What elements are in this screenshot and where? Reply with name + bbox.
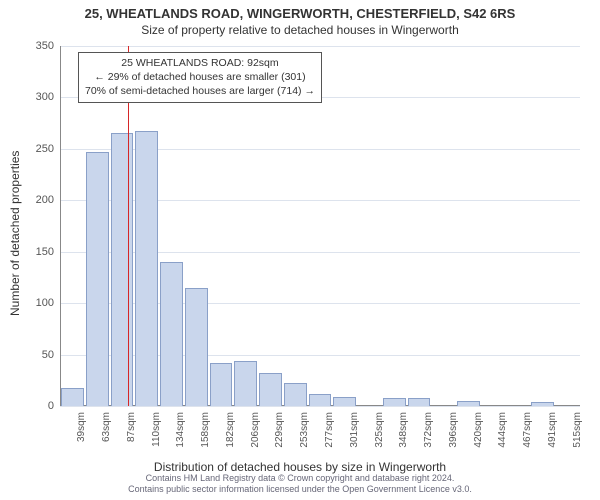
histogram-bar bbox=[383, 398, 406, 406]
histogram-bar bbox=[160, 262, 183, 406]
annotation-line: 25 WHEATLANDS ROAD: 92sqm bbox=[85, 56, 315, 70]
y-axis-line bbox=[60, 46, 61, 406]
histogram-bar bbox=[309, 394, 332, 406]
footer-attribution: Contains HM Land Registry data © Crown c… bbox=[0, 473, 600, 496]
y-tick-label: 50 bbox=[14, 349, 54, 361]
title-line-2: Size of property relative to detached ho… bbox=[0, 23, 600, 37]
footer-line-2: Contains public sector information licen… bbox=[0, 484, 600, 496]
annotation-box: 25 WHEATLANDS ROAD: 92sqm← 29% of detach… bbox=[78, 52, 322, 103]
histogram-bar bbox=[135, 131, 158, 406]
gridline bbox=[60, 46, 580, 47]
title-line-1: 25, WHEATLANDS ROAD, WINGERWORTH, CHESTE… bbox=[0, 6, 600, 21]
chart-title-block: 25, WHEATLANDS ROAD, WINGERWORTH, CHESTE… bbox=[0, 0, 600, 37]
histogram-bar bbox=[457, 401, 480, 406]
histogram-bar bbox=[259, 373, 282, 406]
chart-plot-area: 05010015020025030035039sqm63sqm87sqm110s… bbox=[60, 46, 580, 406]
annotation-line: ← 29% of detached houses are smaller (30… bbox=[85, 70, 315, 84]
histogram-bar bbox=[531, 402, 554, 406]
histogram-bar bbox=[210, 363, 233, 406]
histogram-bar bbox=[234, 361, 257, 406]
histogram-bar bbox=[408, 398, 431, 406]
histogram-bar bbox=[86, 152, 109, 406]
histogram-bar bbox=[185, 288, 208, 406]
gridline bbox=[60, 406, 580, 407]
histogram-bar bbox=[111, 133, 134, 406]
y-tick-label: 250 bbox=[14, 143, 54, 155]
annotation-line: 70% of semi-detached houses are larger (… bbox=[85, 84, 315, 98]
y-tick-label: 300 bbox=[14, 91, 54, 103]
histogram-bar bbox=[333, 397, 356, 406]
histogram-bar bbox=[284, 383, 307, 406]
histogram-bar bbox=[61, 388, 84, 407]
y-tick-label: 150 bbox=[14, 246, 54, 258]
y-tick-label: 100 bbox=[14, 297, 54, 309]
y-axis-label: Number of detached properties bbox=[8, 151, 22, 316]
y-tick-label: 350 bbox=[14, 40, 54, 52]
y-tick-label: 200 bbox=[14, 194, 54, 206]
footer-line-1: Contains HM Land Registry data © Crown c… bbox=[0, 473, 600, 485]
y-tick-label: 0 bbox=[14, 400, 54, 412]
